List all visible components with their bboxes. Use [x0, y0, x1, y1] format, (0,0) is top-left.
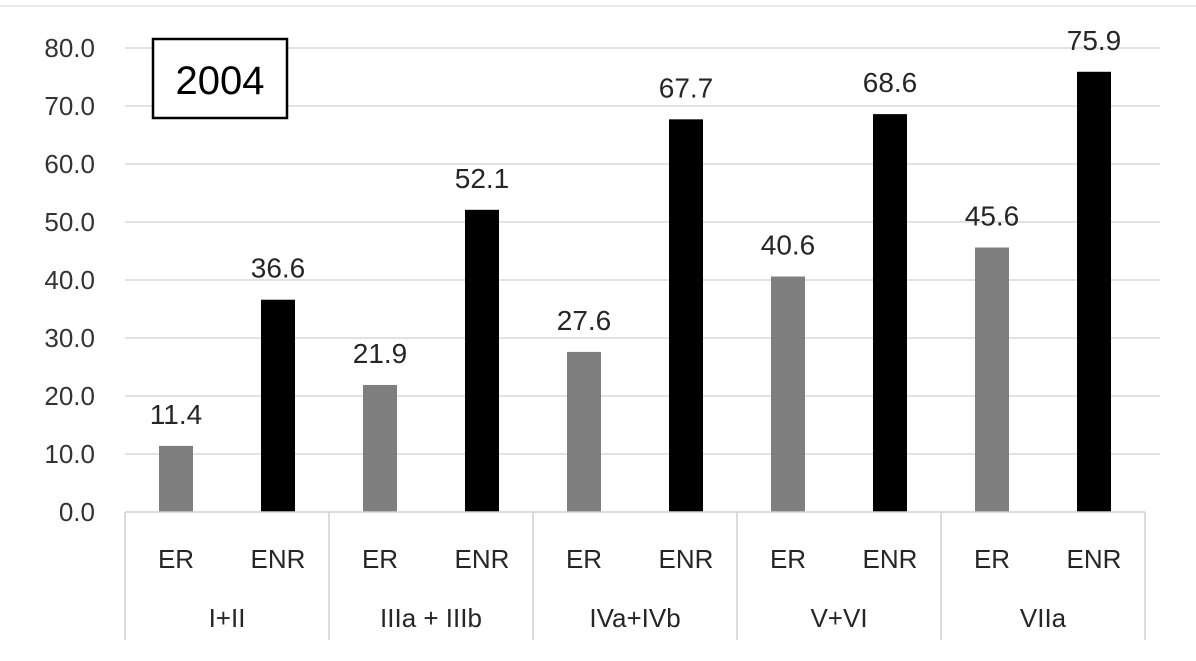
bar-er [771, 276, 805, 512]
bar-category-label: ER [158, 544, 194, 574]
y-tick-label: 60.0 [44, 149, 95, 179]
data-labels: 11.4 36.6 21.9 52.1 27.6 67.7 40.6 68.6 45.6 75.9 [150, 25, 1121, 430]
gridlines [0, 5, 1196, 455]
data-label: 11.4 [150, 399, 202, 430]
y-tick-label: 70.0 [44, 91, 95, 121]
bar-enr [1077, 71, 1111, 512]
y-tick-label: 40.0 [44, 265, 95, 295]
group-label: VIIa [1020, 603, 1067, 633]
bar-category-label: ER [770, 544, 806, 574]
bar-enr [873, 114, 907, 513]
bar-enr [261, 299, 295, 512]
bar-er [159, 445, 193, 512]
bar-er [975, 247, 1009, 512]
data-label: 67.7 [659, 72, 714, 103]
data-label: 45.6 [965, 201, 1020, 232]
y-tick-label: 30.0 [44, 323, 95, 353]
data-label: 52.1 [455, 163, 510, 194]
group-label: I+II [209, 603, 246, 633]
bar-enr [465, 209, 499, 512]
data-label: 68.6 [863, 67, 918, 98]
data-label: 40.6 [761, 230, 816, 261]
data-label: 75.9 [1067, 25, 1122, 56]
bar-category-label: ENR [659, 544, 714, 574]
bar-category-label: ER [974, 544, 1010, 574]
chart-title-frame [151, 37, 289, 120]
bar-category-label: ENR [455, 544, 510, 574]
bar-er [567, 351, 601, 512]
bar-er [363, 384, 397, 512]
bar-enr [669, 119, 703, 512]
data-label: 27.6 [557, 305, 612, 336]
y-tick-label: 80.0 [44, 33, 95, 63]
y-tick-label: 20.0 [44, 381, 95, 411]
group-label: IIIa + IIIb [380, 603, 482, 633]
bar-category-label: ER [362, 544, 398, 574]
chart-title-box: 2004 [151, 37, 289, 120]
y-tick-label: 10.0 [44, 439, 95, 469]
chart-title: 2004 [176, 59, 265, 103]
bar-category-label: ENR [1067, 544, 1122, 574]
bar-category-label: ENR [863, 544, 918, 574]
y-tick-label: 0.0 [59, 497, 95, 527]
bar-category-label: ENR [251, 544, 306, 574]
group-label: IVa+IVb [589, 603, 680, 633]
y-axis-ticks: 0.0 10.0 20.0 30.0 40.0 50.0 60.0 70.0 80.0 [44, 33, 95, 527]
bar-category-label: ER [566, 544, 602, 574]
data-label: 36.6 [251, 253, 306, 284]
group-label: V+VI [810, 603, 867, 633]
bars [159, 71, 1111, 513]
data-label: 21.9 [353, 338, 408, 369]
y-tick-label: 50.0 [44, 207, 95, 237]
